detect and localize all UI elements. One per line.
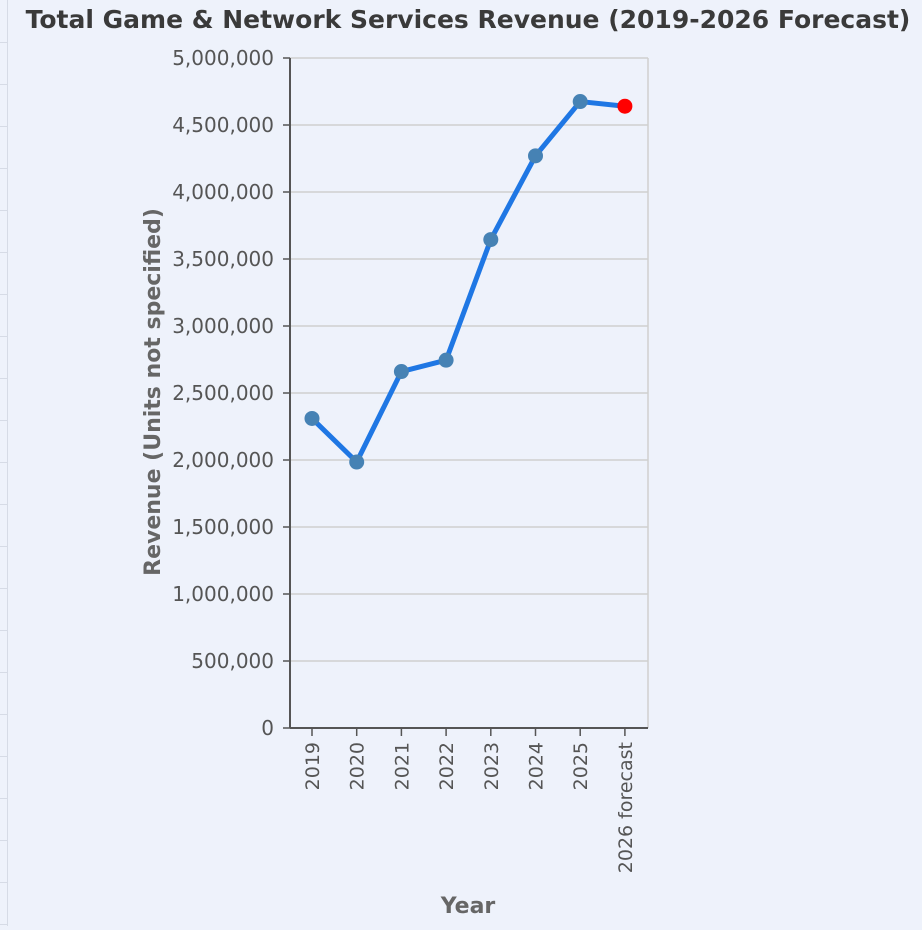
left-panel-tick xyxy=(0,882,7,883)
left-panel-tick xyxy=(0,378,7,379)
axes: 0 500,000 1,000,000 1,500,000 2,000,000 2,500… xyxy=(172,46,648,873)
grid-lines xyxy=(290,57,649,728)
data-point xyxy=(483,232,499,248)
left-panel-tick xyxy=(0,420,7,421)
y-tick-label: 500,000 xyxy=(191,649,274,673)
left-panel-tick xyxy=(0,588,7,589)
left-panel-tick xyxy=(0,672,7,673)
data-point xyxy=(304,410,320,426)
y-tick-label: 3,500,000 xyxy=(172,247,274,271)
y-tick-label: 1,000,000 xyxy=(172,582,274,606)
data-point xyxy=(393,364,409,380)
y-axis-label: Revenue (Units not specified) xyxy=(141,208,166,576)
data-point xyxy=(438,352,454,368)
left-panel-tick xyxy=(0,462,7,463)
left-panel-tick xyxy=(0,924,7,925)
x-tick-label: 2026 forecast xyxy=(615,742,637,873)
left-panel-tick xyxy=(0,168,7,169)
y-tick-label: 2,500,000 xyxy=(172,381,274,405)
x-tick-label: 2023 xyxy=(481,742,503,790)
x-axis-label: Year xyxy=(440,894,496,919)
data-point xyxy=(572,94,588,110)
x-tick-label: 2021 xyxy=(391,742,413,790)
y-tick-label: 3,000,000 xyxy=(172,314,274,338)
left-panel-tick xyxy=(0,336,7,337)
x-tick-label: 2020 xyxy=(347,742,369,790)
left-panel-tick xyxy=(0,714,7,715)
left-panel-tick xyxy=(0,798,7,799)
chart-title: Total Game & Network Services Revenue (2… xyxy=(26,5,911,34)
y-tick-label: 4,500,000 xyxy=(172,113,274,137)
forecast-data-point xyxy=(617,98,633,114)
y-tick-label: 5,000,000 xyxy=(172,46,274,70)
x-tick-label: 2022 xyxy=(436,742,458,790)
x-tick-label: 2025 xyxy=(570,742,592,790)
series-layer xyxy=(304,94,633,470)
data-point xyxy=(528,148,543,164)
left-panel-tick xyxy=(0,294,7,295)
y-tick-label: 1,500,000 xyxy=(172,515,274,539)
y-tick-label: 4,000,000 xyxy=(172,180,274,204)
revenue-line xyxy=(309,99,628,465)
left-panel-tick xyxy=(0,126,7,127)
left-panel-tick xyxy=(0,840,7,841)
data-point xyxy=(349,454,365,470)
left-panel-tick xyxy=(0,630,7,631)
left-panel-tick xyxy=(0,84,7,85)
x-tick-label: 2024 xyxy=(526,742,548,790)
y-tick-label: 0 xyxy=(261,716,274,740)
left-panel-tick xyxy=(0,42,7,43)
y-tick-label: 2,000,000 xyxy=(172,448,274,472)
left-panel-tick xyxy=(0,756,7,757)
left-panel-tick xyxy=(0,252,7,253)
left-panel-tick xyxy=(0,504,7,505)
left-panel-border xyxy=(7,0,8,926)
left-panel-tick xyxy=(0,546,7,547)
left-panel-tick xyxy=(0,210,7,211)
x-tick-label: 2019 xyxy=(302,742,324,790)
